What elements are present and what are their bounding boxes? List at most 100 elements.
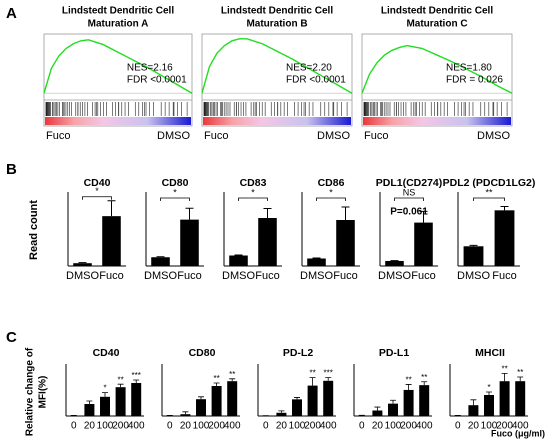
bar: [102, 216, 121, 266]
plot-frame: [361, 33, 513, 127]
error-bar: [358, 414, 365, 416]
chart-title: CD80: [162, 177, 189, 189]
x-tick-label: 0: [359, 421, 365, 432]
error-bar: [229, 378, 236, 382]
significance-label: **: [501, 365, 507, 374]
significance-label: *: [487, 383, 490, 392]
error-bar: [294, 397, 300, 400]
x-tick-label: 0: [455, 421, 461, 432]
x-tick-label: 200: [112, 421, 129, 432]
annotation: FDR <0.0001: [286, 75, 346, 86]
x-tick-label: DMSO: [66, 270, 99, 282]
x-tick-label: 20: [84, 421, 96, 432]
bar: [307, 258, 326, 266]
error-bar: [405, 384, 412, 390]
rank-bar: [203, 117, 351, 125]
bar: [292, 399, 302, 416]
bar: [419, 385, 430, 416]
chart-title: MHCII: [475, 347, 505, 359]
bar: [484, 395, 494, 416]
significance-label: **: [517, 368, 523, 377]
group-label: Fuco: [46, 130, 70, 142]
significance-label: **: [485, 187, 493, 197]
plot-frame: [43, 33, 193, 127]
x-tick-label: Fuco: [411, 270, 435, 282]
error-bar: [156, 256, 165, 258]
x-tick-label: 100: [289, 421, 306, 432]
significance-label: **: [117, 375, 123, 384]
error-bar: [390, 399, 396, 404]
error-bar: [312, 257, 321, 259]
bar: [211, 386, 222, 416]
rank-bar: [363, 117, 511, 125]
x-tick-label: 100: [97, 421, 114, 432]
chart-title: CD40: [84, 177, 111, 189]
error-bar: [107, 200, 116, 217]
significance-bracket: [473, 197, 505, 201]
annotation: FDR = 0.026: [446, 75, 503, 86]
x-tick-label: 400: [224, 421, 241, 432]
significance-bracket: [82, 196, 112, 200]
chart-title: Maturation B: [246, 19, 307, 30]
plot-frame: [201, 33, 353, 127]
bar: [463, 246, 484, 266]
x-tick-label: DMSO: [144, 270, 177, 282]
error-bar: [374, 406, 381, 411]
bar: [403, 389, 414, 416]
bar: [115, 387, 126, 416]
x-tick-label: 100: [481, 421, 498, 432]
annotation: NES=1.80: [446, 63, 492, 74]
enrichment-curve: [201, 38, 353, 94]
significance-label: **: [421, 373, 427, 382]
chart-title: CD86: [318, 177, 345, 189]
x-tick-label: 200: [208, 421, 225, 432]
x-tick-label: Fuco: [255, 270, 279, 282]
bar: [468, 405, 479, 416]
bar: [499, 381, 510, 416]
bar: [276, 412, 287, 416]
significance-label: *: [95, 186, 99, 196]
annotation: NES=2.16: [127, 63, 173, 74]
bar: [100, 396, 110, 416]
x-tick-label: DMSO: [222, 270, 255, 282]
error-bar: [185, 207, 194, 220]
significance-bracket: [238, 197, 268, 201]
error-bar: [102, 392, 108, 397]
y-axis-label: Read count: [28, 200, 40, 260]
group-label: Fuco: [364, 130, 388, 142]
chart-title: PDL1(CD274): [376, 177, 443, 189]
error-bar: [469, 244, 478, 247]
bar: [336, 220, 355, 266]
chart-title: PD-L2: [283, 347, 313, 359]
error-bar: [78, 262, 87, 264]
x-tick-label: Fuco: [177, 270, 201, 282]
x-tick-label: 0: [263, 421, 269, 432]
x-tick-label: 20: [468, 421, 480, 432]
significance-label: *: [251, 187, 255, 197]
enrichment-curve: [361, 44, 513, 94]
error-bar: [454, 415, 461, 416]
significance-label: **: [405, 376, 411, 385]
chart-title: CD40: [93, 347, 120, 359]
significance-label: NS: [403, 187, 416, 197]
panel-label: C: [6, 329, 17, 346]
x-tick-label: 400: [512, 421, 529, 432]
bar: [307, 385, 318, 416]
group-label: DMSO: [477, 130, 510, 142]
x-tick-label: Fuco: [333, 270, 357, 282]
error-bar: [70, 415, 77, 416]
significance-label: *: [329, 187, 333, 197]
error-bar: [500, 206, 509, 211]
x-tick-label: 20: [372, 421, 384, 432]
error-bar: [278, 410, 285, 413]
x-tick-label: 400: [128, 421, 145, 432]
bar: [229, 255, 248, 266]
x-tick-label: 100: [385, 421, 402, 432]
panel-label: A: [6, 5, 17, 22]
enrichment-curve: [43, 39, 193, 94]
x-tick-label: 0: [71, 421, 77, 432]
chart-title: Maturation A: [88, 19, 149, 30]
x-axis-label: Fuco (μg/ml): [491, 428, 545, 438]
error-bar: [263, 208, 272, 218]
